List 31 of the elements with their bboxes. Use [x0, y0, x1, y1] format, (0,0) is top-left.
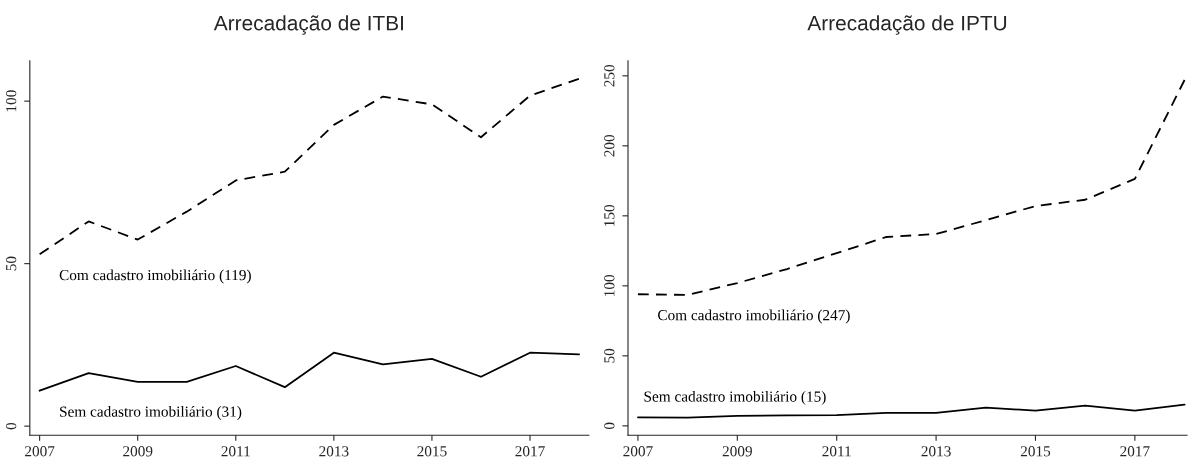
y-tick-label: 0 — [5, 422, 17, 430]
x-tick-label: 2017 — [1120, 446, 1150, 457]
x-tick-label: 2013 — [319, 446, 349, 457]
x-tick-label: 2015 — [1020, 446, 1051, 457]
chart-title: Arrecadação de IPTU — [807, 15, 1007, 35]
x-tick-label: 2013 — [921, 446, 951, 457]
line-series — [637, 403, 1186, 419]
x-tick-label: 2009 — [123, 446, 153, 457]
y-tick-label: 100 — [5, 90, 17, 112]
y-tick-label: 50 — [5, 256, 17, 271]
line-series — [38, 77, 580, 256]
y-tick-label: 200 — [604, 134, 615, 157]
x-tick-label: 2011 — [822, 446, 851, 457]
chart-title: Arrecadação de ITBI — [213, 15, 403, 35]
line-series — [38, 351, 580, 392]
series-label: Sem cadastro imobiliário (31) — [60, 406, 242, 420]
x-tick-label: 2017 — [515, 446, 545, 457]
line-series — [637, 79, 1186, 296]
x-tick-label: 2007 — [623, 446, 653, 457]
x-tick-label: 2007 — [25, 446, 55, 457]
x-tick-label: 2009 — [722, 446, 752, 457]
y-tick-label: 50 — [604, 348, 615, 363]
series-label: Com cadastro imobiliário (119) — [59, 269, 251, 284]
y-tick-label: 150 — [604, 204, 615, 226]
series-label: Sem cadastro imobiliário (15) — [644, 390, 826, 405]
series-label: Com cadastro imobiliário (247) — [658, 309, 850, 324]
y-tick-label: 0 — [604, 422, 615, 430]
x-tick-label: 2015 — [417, 446, 447, 457]
y-tick-label: 250 — [604, 64, 615, 87]
y-tick-label: 100 — [604, 274, 615, 296]
x-tick-label: 2011 — [221, 446, 250, 457]
